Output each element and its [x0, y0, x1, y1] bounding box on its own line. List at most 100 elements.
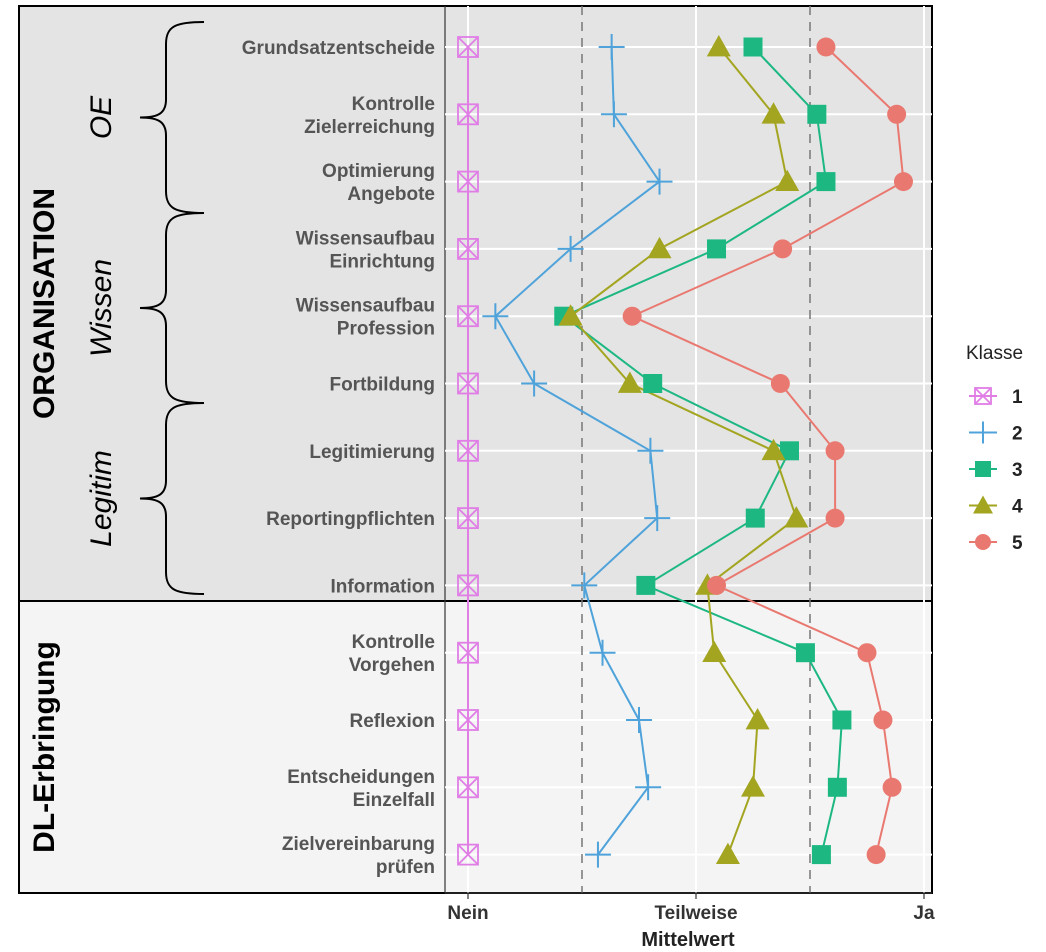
point-series-4	[745, 708, 770, 730]
point-series-3	[816, 172, 836, 192]
point-series-5	[707, 575, 727, 595]
panel-title-dl-erbringung: DL-Erbringung	[28, 641, 61, 853]
point-series-1	[457, 843, 479, 866]
row-label-kontrolle-vorgehen: Kontrolle Vorgehen	[349, 632, 435, 676]
point-series-5	[882, 777, 902, 797]
x-axis-title: Mittelwert	[641, 929, 735, 951]
row-label-wissensaufbau-einrichtung: Wissensaufbau Einrichtung	[296, 228, 435, 272]
legend-label-3: 3	[1012, 460, 1023, 481]
subgroup-label-legitim: Legitim	[85, 450, 118, 547]
subgroup-label-wissen: Wissen	[85, 259, 118, 357]
x-tick-label-teilweise: Teilweise	[654, 903, 737, 924]
point-series-5	[622, 306, 642, 326]
point-series-5	[825, 441, 845, 461]
point-series-5	[825, 508, 845, 528]
point-series-1	[457, 641, 479, 664]
row-label-optimierung-angebote: Optimierung Angebote	[322, 161, 435, 205]
point-series-3	[745, 508, 765, 528]
point-series-2	[635, 774, 662, 801]
point-series-4	[617, 371, 642, 393]
point-series-5	[770, 374, 790, 393]
point-series-4	[647, 236, 672, 259]
point-series-4	[784, 506, 809, 528]
point-series-5	[887, 104, 907, 124]
row-label-fortbildung: Fortbildung	[329, 375, 435, 396]
x-tick-label-nein: Nein	[447, 903, 488, 924]
point-series-2	[589, 639, 616, 666]
legend-item-4: 4	[969, 495, 1023, 518]
row-label-wissensaufbau-profession: Wissensaufbau Profession	[296, 296, 435, 340]
point-series-5	[873, 710, 893, 730]
point-series-5	[773, 239, 793, 259]
legend-item-3: 3	[969, 460, 1023, 481]
x-tick-label-ja: Ja	[913, 903, 935, 924]
point-series-3	[811, 845, 831, 865]
point-series-5	[866, 845, 886, 865]
point-series-5	[816, 37, 836, 57]
point-series-2	[646, 168, 673, 195]
point-series-3	[795, 643, 815, 663]
point-series-4	[775, 169, 800, 191]
point-series-1	[457, 103, 479, 126]
point-series-3	[643, 374, 663, 393]
point-series-4	[702, 640, 727, 663]
point-series-4	[715, 842, 740, 864]
row-label-kontrolle-zielerreichung: Kontrolle Zielerreichung	[304, 94, 435, 138]
point-series-2	[571, 572, 598, 599]
point-series-2	[626, 707, 652, 733]
point-series-3	[807, 104, 827, 124]
point-series-3	[743, 37, 763, 57]
point-series-3	[707, 239, 727, 259]
legend-key-marker	[975, 534, 991, 550]
legend-key-marker	[975, 461, 991, 477]
row-label-reflexion: Reflexion	[349, 711, 435, 732]
row-label-entscheidungen-einzelfall: Entscheidungen Einzelfall	[287, 767, 435, 811]
row-label-reportingpflichten: Reportingpflichten	[266, 509, 435, 530]
point-series-1	[457, 574, 479, 597]
legend-key-marker	[974, 387, 992, 405]
point-series-4	[706, 35, 731, 57]
point-series-3	[827, 777, 847, 797]
point-series-2	[584, 841, 611, 868]
legend-item-2: 2	[969, 421, 1023, 445]
point-series-4	[761, 102, 786, 124]
point-series-1	[457, 776, 479, 799]
row-label-grundsatzentscheide: Grundsatzentscheide	[242, 38, 435, 59]
point-series-1	[457, 237, 479, 260]
point-series-3	[779, 441, 799, 461]
point-series-2	[598, 34, 625, 60]
legend-label-5: 5	[1012, 533, 1023, 554]
point-series-1	[457, 439, 479, 462]
point-series-3	[636, 575, 656, 595]
row-label-information: Information	[331, 576, 436, 597]
legend-key-marker	[974, 387, 992, 405]
point-series-2	[557, 235, 584, 262]
point-series-2	[637, 437, 664, 464]
brace-oe	[139, 21, 205, 214]
point-series-2	[521, 370, 548, 397]
panel-title-organisation: ORGANISATION	[28, 188, 61, 419]
point-series-2	[600, 101, 627, 128]
point-series-5	[893, 172, 913, 192]
point-series-4	[741, 775, 765, 797]
point-series-2	[482, 303, 509, 330]
legend-label-4: 4	[1012, 497, 1023, 518]
point-series-1	[457, 372, 479, 395]
point-series-1	[457, 170, 479, 193]
point-series-1	[457, 709, 479, 731]
point-series-1	[457, 305, 479, 328]
legend-item-5: 5	[969, 533, 1023, 554]
legend-title: Klasse	[966, 343, 1023, 364]
point-series-1	[457, 507, 479, 530]
point-series-1	[457, 36, 479, 58]
legend-label-2: 2	[1012, 424, 1023, 445]
legend-item-1: 1	[969, 387, 1023, 408]
brace-wissen	[139, 212, 205, 404]
subgroup-label-oe: OE	[85, 95, 118, 139]
point-series-2	[644, 505, 671, 532]
point-series-5	[857, 643, 877, 663]
point-series-4	[761, 438, 786, 461]
legend-key-marker	[973, 495, 993, 514]
point-series-3	[832, 710, 852, 730]
